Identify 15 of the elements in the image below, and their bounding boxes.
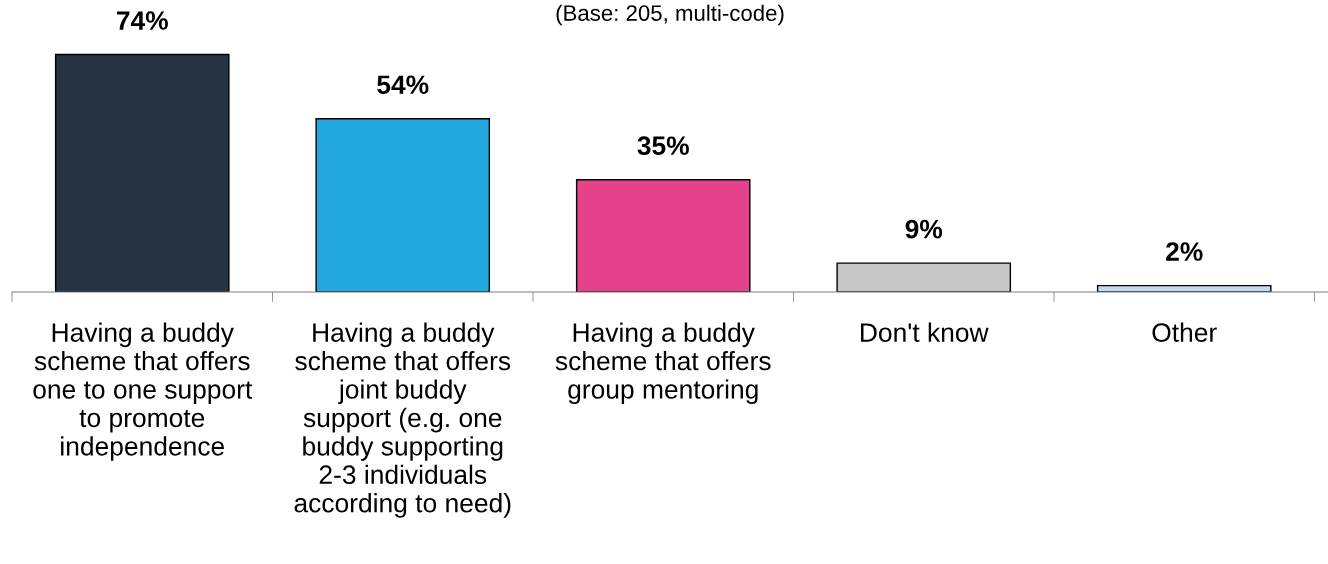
data-label: 9% xyxy=(905,219,943,239)
bar xyxy=(54,53,230,292)
data-label: 74% xyxy=(116,11,168,30)
x-tick-label: Don't know xyxy=(861,322,989,342)
x-tick-label: Having a buddy scheme that offers joint buddy support (e.g. one buddy supporting 2-3 individuals according to need) xyxy=(294,322,511,518)
bar xyxy=(315,118,491,292)
data-label: 2% xyxy=(1166,242,1203,261)
bar xyxy=(836,262,1012,292)
data-label: 54% xyxy=(377,75,429,95)
chart-subtitle: (Base: 205, multi-code) xyxy=(556,4,784,26)
bar xyxy=(575,178,751,292)
x-tick-label: Other xyxy=(1152,322,1217,342)
data-label: 35% xyxy=(637,136,689,156)
x-tick-label: Having a buddy scheme that offers group mentoring xyxy=(555,322,771,404)
x-tick-label: Having a buddy scheme that offers one to one support to promote independence xyxy=(33,322,253,461)
